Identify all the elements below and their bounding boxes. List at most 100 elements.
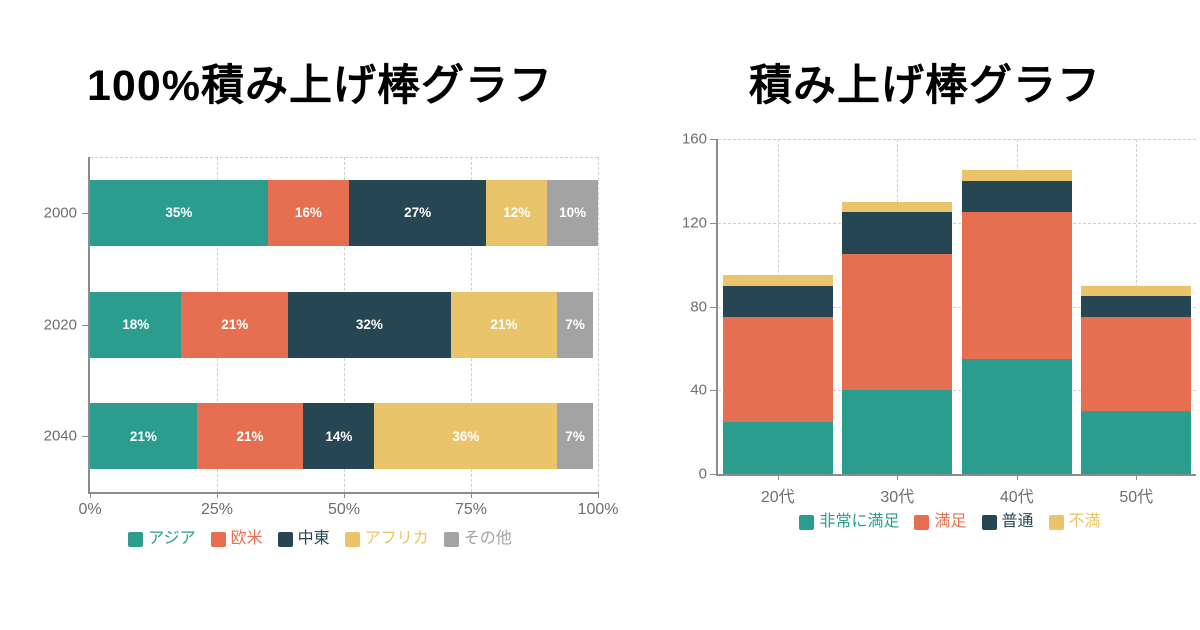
legend-swatch [128, 531, 144, 547]
legend-swatch [914, 514, 930, 530]
legend-item: 欧米 [210, 529, 263, 549]
axis-tick [1016, 474, 1018, 480]
legend-label: 非常に満足 [819, 513, 900, 530]
bar-value-label: 7% [565, 428, 585, 444]
bar-segment: 21% [196, 403, 304, 470]
bar-segment [722, 316, 833, 422]
legend-item: 非常に満足 [799, 512, 899, 532]
legend-swatch [277, 531, 293, 547]
bar-segment [1081, 296, 1192, 317]
legend-swatch [210, 531, 226, 547]
bar-segment: 21% [450, 291, 558, 358]
bar-segment [722, 285, 833, 317]
bar-segment [1081, 411, 1192, 474]
axis-tick [82, 436, 89, 438]
axis-tick [598, 492, 599, 498]
bar-segment [842, 390, 953, 474]
bar-segment [842, 254, 953, 391]
x-axis-label: 25% [200, 501, 234, 518]
axis-tick [710, 306, 717, 308]
bar-segment: 21% [90, 403, 197, 470]
bar-segment [1081, 316, 1192, 412]
legend-label: 普通 [1001, 513, 1034, 530]
axis-tick [82, 324, 89, 326]
axis-tick [777, 474, 779, 480]
bar-segment: 14% [303, 403, 375, 470]
percent-chart-legend: アジア 欧米 中東 アフリカ その他 [0, 529, 640, 549]
bar-segment: 10% [547, 179, 598, 246]
bar-value-label: 27% [404, 205, 432, 221]
axis-tick [710, 474, 717, 475]
legend-label: 中東 [297, 530, 330, 547]
axis-tick [897, 474, 899, 480]
axis-tick [82, 212, 89, 214]
percent-chart-plot: 0% 25% 50% 75% 100% 2000 35% 16% 27% 12% 10% 2020 18… [44, 157, 618, 518]
bar-segment [961, 212, 1072, 359]
bar-segment [961, 358, 1072, 474]
bar-segment [961, 170, 1072, 181]
y-axis-label: 2040 [43, 427, 77, 445]
gridline [598, 157, 599, 492]
legend-item: 不満 [1048, 512, 1101, 532]
bar-segment: 18% [90, 291, 182, 358]
legend-swatch [344, 531, 360, 547]
bar-segment: 12% [486, 179, 548, 246]
axis-tick [90, 492, 91, 498]
y-axis-label: 120 [681, 214, 707, 232]
gridline [718, 306, 1196, 308]
axis-tick [344, 492, 345, 498]
percent-chart-title: 100%積み上げ棒グラフ [87, 62, 553, 110]
gridline [718, 222, 1196, 224]
bar-segment: 36% [374, 403, 558, 470]
bar-segment: 16% [267, 179, 350, 246]
bar-segment [842, 212, 953, 255]
x-axis-label: 100% [577, 501, 619, 518]
bar-segment: 27% [349, 179, 487, 246]
bar-segment: 21% [181, 291, 289, 358]
legend-swatch [443, 531, 459, 547]
x-axis-label: 40代 [999, 489, 1034, 506]
bar-value-label: 36% [452, 428, 480, 444]
legend-label: アフリカ [364, 530, 429, 547]
y-axis-label: 0 [698, 465, 707, 483]
y-axis-label: 80 [690, 298, 707, 315]
bar-value-label: 32% [355, 317, 383, 332]
y-axis-label: 2000 [43, 204, 77, 222]
axis-tick [471, 492, 472, 498]
gridline [718, 390, 1196, 392]
y-axis-label: 160 [681, 130, 707, 148]
legend-swatch [981, 514, 997, 530]
legend-item: 中東 [277, 529, 330, 549]
bar-segment [961, 180, 1072, 213]
bar-segment: 35% [90, 179, 268, 246]
bar-segment [722, 275, 833, 286]
legend-item: 満足 [914, 512, 967, 532]
bar-value-label: 21% [129, 428, 157, 444]
bar-value-label: 35% [165, 205, 193, 221]
x-axis-label: 30代 [880, 489, 915, 506]
stacked-chart-legend: 非常に満足 満足 普通 不満 [700, 512, 1200, 532]
stacked-chart-title: 積み上げ棒グラフ [749, 62, 1101, 110]
bar-segment [722, 421, 833, 474]
legend-label: その他 [463, 530, 512, 547]
bar-segment: 32% [288, 291, 451, 358]
x-axis-label: 50% [327, 501, 361, 518]
bar-segment [1081, 285, 1192, 297]
bar-value-label: 16% [294, 205, 322, 221]
bar-value-label: 14% [325, 428, 353, 444]
y-axis-label: 40 [690, 381, 707, 399]
stacked-chart-plot: 0 40 80 120 160 20代 30代 40代 50代 [682, 131, 1196, 506]
axis-tick [710, 390, 717, 392]
bar-value-label: 21% [490, 317, 518, 332]
legend-swatch [799, 514, 815, 530]
x-axis-label: 20代 [760, 489, 795, 506]
bar-value-label: 21% [236, 428, 264, 444]
x-axis-label: 0% [78, 501, 102, 518]
legend-item: アフリカ [344, 529, 429, 549]
bar-value-label: 10% [559, 205, 587, 221]
axis-tick [710, 139, 717, 140]
legend-label: 満足 [934, 513, 967, 530]
bar-segment: 7% [557, 291, 593, 358]
legend-item: アジア [128, 529, 196, 549]
